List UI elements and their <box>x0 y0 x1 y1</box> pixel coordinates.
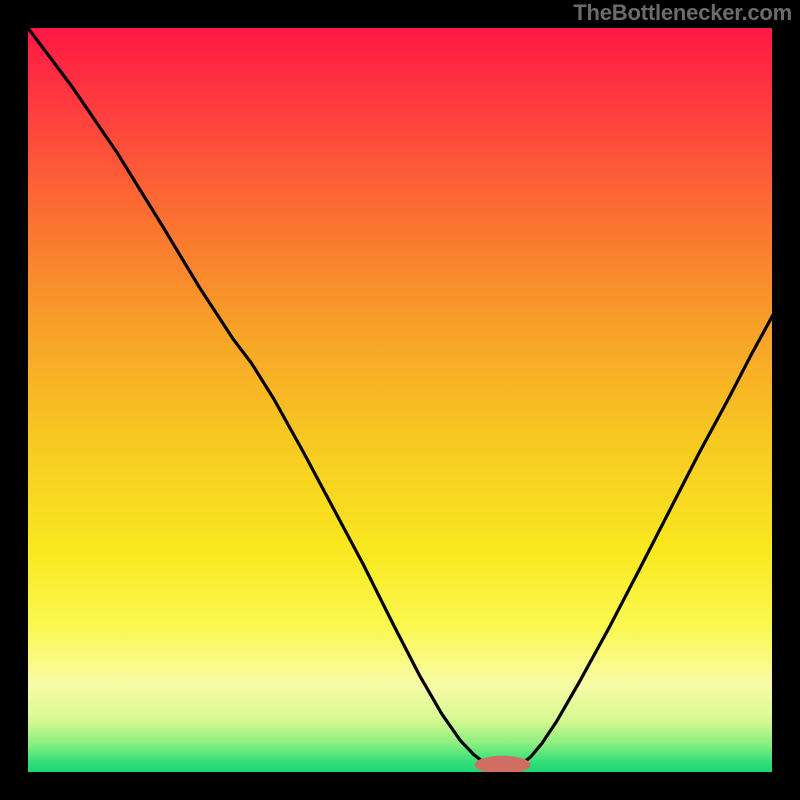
watermark-label: TheBottlenecker.com <box>573 0 792 26</box>
plot-background <box>28 28 773 773</box>
bottleneck-chart: TheBottlenecker.com <box>0 0 800 800</box>
optimal-zone-marker <box>475 756 531 774</box>
chart-svg <box>0 0 800 800</box>
